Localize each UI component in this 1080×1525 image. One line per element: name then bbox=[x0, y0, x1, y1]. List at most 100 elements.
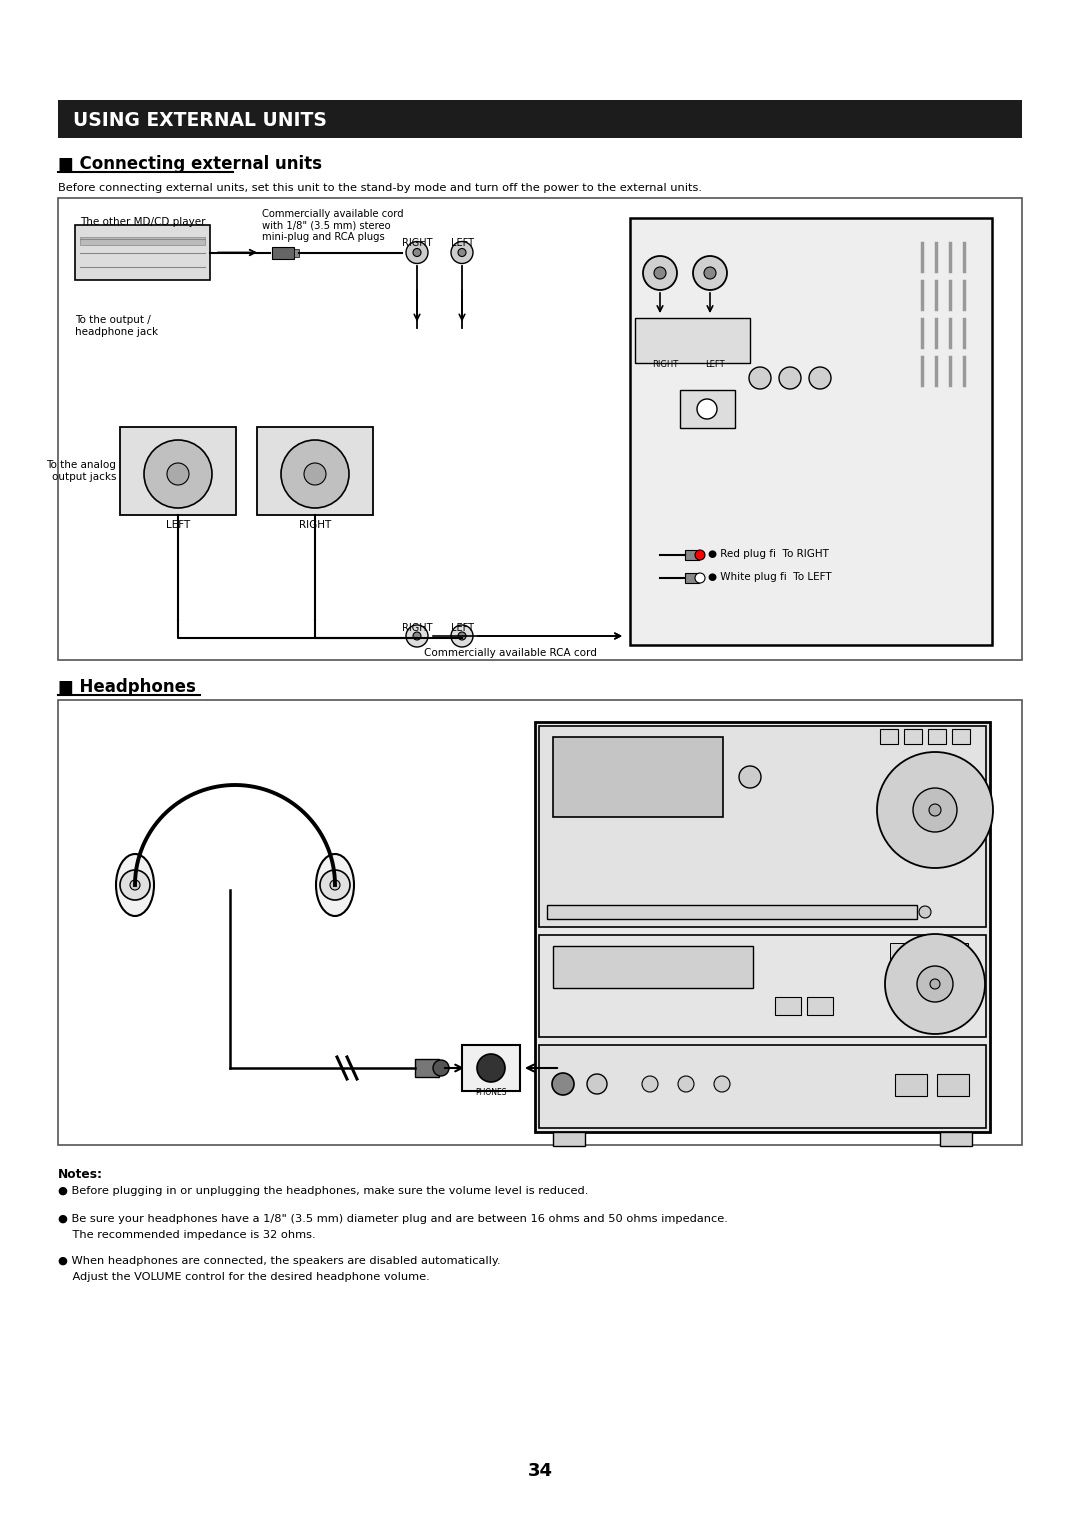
Bar bbox=[918, 942, 940, 959]
Circle shape bbox=[696, 573, 705, 583]
Bar bbox=[553, 946, 753, 988]
Circle shape bbox=[433, 1060, 449, 1077]
Bar bbox=[535, 721, 990, 1132]
Text: RIGHT: RIGHT bbox=[299, 520, 332, 531]
Bar bbox=[890, 942, 912, 959]
Circle shape bbox=[704, 267, 716, 279]
Text: RIGHT: RIGHT bbox=[652, 360, 678, 369]
Bar bbox=[539, 726, 986, 927]
Text: 34: 34 bbox=[527, 1462, 553, 1479]
Circle shape bbox=[877, 752, 993, 868]
Circle shape bbox=[930, 979, 940, 990]
Circle shape bbox=[144, 441, 212, 508]
Text: USING EXTERNAL UNITS: USING EXTERNAL UNITS bbox=[73, 110, 327, 130]
Circle shape bbox=[654, 267, 666, 279]
Circle shape bbox=[303, 464, 326, 485]
Circle shape bbox=[458, 631, 465, 640]
Text: LEFT: LEFT bbox=[705, 360, 725, 369]
Text: RIGHT: RIGHT bbox=[402, 624, 432, 633]
Text: ● When headphones are connected, the speakers are disabled automatically.: ● When headphones are connected, the spe… bbox=[58, 1257, 501, 1266]
Circle shape bbox=[809, 368, 831, 389]
Circle shape bbox=[167, 464, 189, 485]
Circle shape bbox=[750, 368, 771, 389]
Bar bbox=[553, 737, 723, 817]
Circle shape bbox=[320, 869, 350, 900]
Text: LEFT: LEFT bbox=[450, 624, 473, 633]
Bar bbox=[58, 198, 1022, 660]
Bar bbox=[415, 1058, 438, 1077]
Ellipse shape bbox=[116, 854, 154, 917]
Circle shape bbox=[330, 880, 340, 891]
Bar bbox=[546, 904, 917, 920]
Bar bbox=[680, 390, 735, 429]
Text: Notes:: Notes: bbox=[58, 1168, 103, 1180]
Circle shape bbox=[588, 1074, 607, 1093]
Circle shape bbox=[678, 1077, 694, 1092]
Circle shape bbox=[406, 625, 428, 647]
Bar bbox=[58, 101, 1022, 137]
Bar bbox=[257, 427, 373, 515]
Bar bbox=[951, 729, 970, 744]
Circle shape bbox=[714, 1077, 730, 1092]
Bar bbox=[940, 1132, 972, 1145]
Bar bbox=[630, 218, 993, 645]
Circle shape bbox=[696, 551, 705, 560]
Bar bbox=[462, 1045, 519, 1090]
Text: LEFT: LEFT bbox=[450, 238, 473, 249]
Bar bbox=[58, 700, 1022, 1145]
Text: To the output /
headphone jack: To the output / headphone jack bbox=[75, 316, 158, 337]
Circle shape bbox=[642, 1077, 658, 1092]
Circle shape bbox=[913, 788, 957, 833]
Text: To the analog
output jacks: To the analog output jacks bbox=[46, 461, 116, 482]
Text: ● White plug fi  To LEFT: ● White plug fi To LEFT bbox=[708, 572, 832, 583]
Text: ● Red plug fi  To RIGHT: ● Red plug fi To RIGHT bbox=[708, 549, 828, 560]
Circle shape bbox=[697, 400, 717, 419]
Bar bbox=[807, 997, 833, 1016]
Bar bbox=[928, 729, 946, 744]
Text: RIGHT: RIGHT bbox=[402, 238, 432, 249]
Bar bbox=[946, 942, 968, 959]
Text: Commercially available RCA cord: Commercially available RCA cord bbox=[423, 648, 596, 657]
Text: The recommended impedance is 32 ohms.: The recommended impedance is 32 ohms. bbox=[58, 1231, 315, 1240]
Text: ■ Connecting external units: ■ Connecting external units bbox=[58, 156, 322, 172]
Bar bbox=[80, 236, 205, 246]
Text: ● Be sure your headphones have a 1/8" (3.5 mm) diameter plug and are between 16 : ● Be sure your headphones have a 1/8" (3… bbox=[58, 1214, 728, 1225]
Circle shape bbox=[917, 965, 953, 1002]
Bar bbox=[895, 1074, 927, 1096]
Text: Adjust the VOLUME control for the desired headphone volume.: Adjust the VOLUME control for the desire… bbox=[58, 1272, 430, 1283]
Circle shape bbox=[406, 241, 428, 264]
Circle shape bbox=[643, 256, 677, 290]
Circle shape bbox=[477, 1054, 505, 1083]
Circle shape bbox=[451, 625, 473, 647]
Text: LEFT: LEFT bbox=[166, 520, 190, 531]
Bar bbox=[553, 1132, 585, 1145]
Ellipse shape bbox=[316, 854, 354, 917]
Bar bbox=[937, 1074, 969, 1096]
Bar bbox=[904, 729, 922, 744]
Bar bbox=[539, 935, 986, 1037]
Bar bbox=[539, 1045, 986, 1128]
Circle shape bbox=[451, 241, 473, 264]
Circle shape bbox=[929, 804, 941, 816]
Text: ■ Headphones: ■ Headphones bbox=[58, 679, 195, 695]
Bar bbox=[294, 249, 299, 256]
Bar bbox=[685, 551, 699, 560]
Bar bbox=[775, 997, 801, 1016]
Circle shape bbox=[885, 933, 985, 1034]
Text: PHONES: PHONES bbox=[475, 1087, 507, 1096]
Circle shape bbox=[919, 906, 931, 918]
Circle shape bbox=[120, 869, 150, 900]
Circle shape bbox=[281, 441, 349, 508]
Bar bbox=[880, 729, 897, 744]
Circle shape bbox=[413, 631, 421, 640]
Bar bbox=[272, 247, 294, 259]
Bar bbox=[685, 573, 699, 583]
Text: The other MD/CD player: The other MD/CD player bbox=[80, 217, 205, 227]
Text: ● Before plugging in or unplugging the headphones, make sure the volume level is: ● Before plugging in or unplugging the h… bbox=[58, 1186, 589, 1196]
Circle shape bbox=[552, 1074, 573, 1095]
Circle shape bbox=[458, 249, 465, 256]
Circle shape bbox=[130, 880, 140, 891]
Bar bbox=[635, 319, 750, 363]
Text: Commercially available cord
with 1/8" (3.5 mm) stereo
mini-plug and RCA plugs: Commercially available cord with 1/8" (3… bbox=[262, 209, 404, 242]
Bar bbox=[75, 226, 210, 281]
